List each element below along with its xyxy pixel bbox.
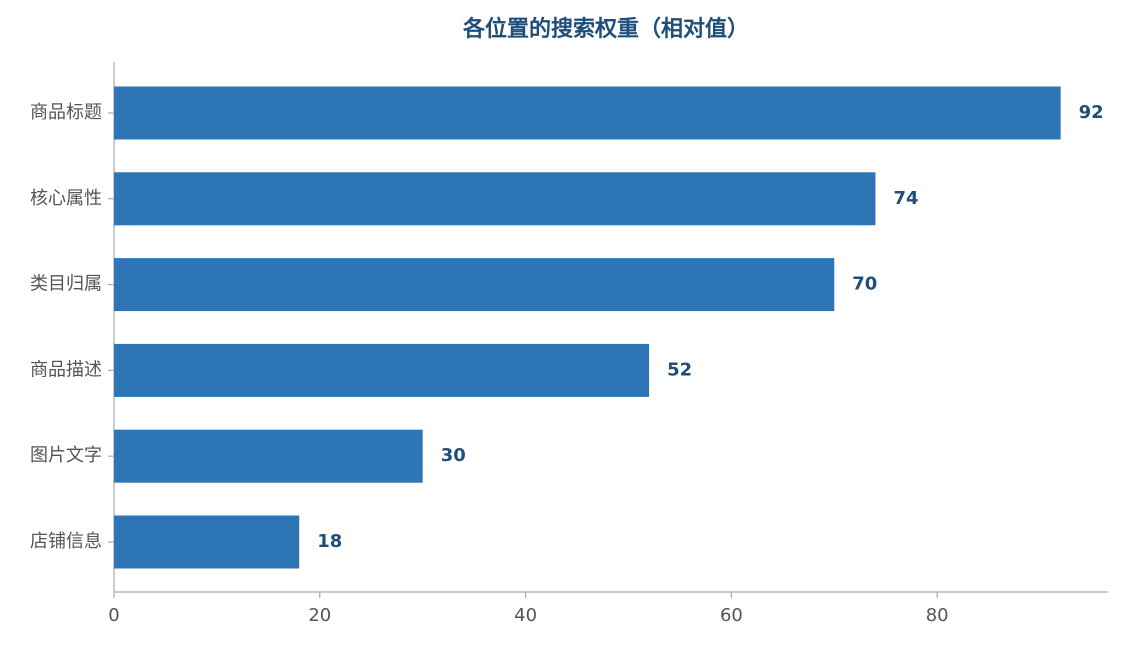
value-label: 92 — [1079, 102, 1104, 123]
value-label: 74 — [893, 188, 918, 209]
bar — [114, 429, 423, 483]
value-label: 52 — [667, 359, 692, 380]
bar — [114, 515, 300, 569]
bar — [114, 343, 650, 397]
x-tick-label: 80 — [926, 605, 949, 626]
x-tick-label: 60 — [720, 605, 743, 626]
bar — [114, 172, 876, 226]
chart-title: 各位置的搜索权重（相对值） — [462, 16, 749, 42]
y-tick-label: 图片文字 — [30, 445, 102, 466]
bar — [114, 86, 1061, 140]
y-tick-label: 商品描述 — [30, 359, 102, 380]
x-tick-label: 0 — [108, 605, 119, 626]
y-tick-label: 店铺信息 — [30, 531, 102, 552]
y-tick-label: 核心属性 — [30, 188, 102, 209]
value-label: 30 — [441, 445, 466, 466]
value-label: 18 — [317, 531, 342, 552]
x-tick-label: 20 — [308, 605, 331, 626]
y-tick-label: 商品标题 — [30, 102, 102, 123]
value-label: 70 — [852, 274, 877, 295]
y-tick-label: 类目归属 — [30, 274, 102, 295]
bar — [114, 258, 835, 312]
x-tick-label: 40 — [514, 605, 537, 626]
